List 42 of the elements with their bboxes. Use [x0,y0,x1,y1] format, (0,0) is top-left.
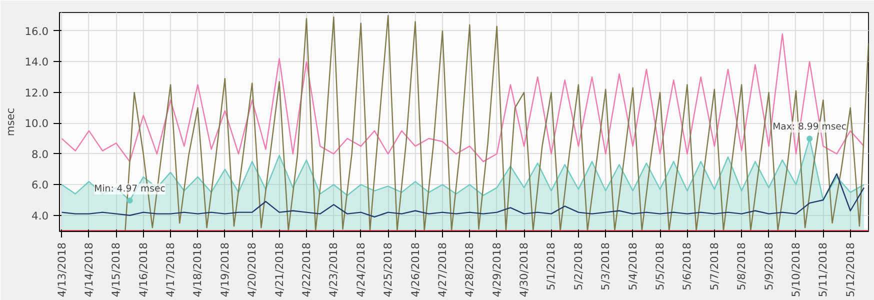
x-tick-label: 4/24/2018 [354,242,368,298]
x-tick-label: 4/30/2018 [518,242,531,298]
x-tick-label: 5/12/2018 [844,242,857,298]
x-tick-label: 4/19/2018 [218,242,232,298]
x-tick-label: 4/23/2018 [327,242,340,298]
x-tick-label: 4/28/2018 [463,242,476,298]
x-tick-label: 5/3/2018 [599,242,612,290]
y-axis-title: msec [4,108,17,136]
x-tick-label: 4/22/2018 [300,242,314,298]
x-tick-label: 5/2/2018 [572,242,585,290]
y-tick-label: 12.0 [24,86,49,100]
x-tick-label: 5/11/2018 [816,242,830,298]
line-series [61,33,865,162]
x-tick-label: 5/8/2018 [735,242,748,290]
line-series [61,173,865,218]
x-tick-label: 4/18/2018 [191,242,204,298]
y-tick-label: 16.0 [24,24,49,38]
annotation: Min: 4.97 msec [94,183,166,194]
y-tick-label: 4.0 [32,209,49,222]
x-tick-label: 4/27/2018 [436,242,449,298]
x-tick-label: 5/10/2018 [789,242,802,298]
x-tick-label: 5/1/2018 [544,242,558,290]
x-tick-label: 4/14/2018 [82,242,96,298]
x-tick-label: 5/7/2018 [708,242,721,290]
x-tick-label: 4/29/2018 [490,242,504,298]
annotation: Max: 8.99 msec [772,122,847,133]
x-tick-label: 4/26/2018 [408,242,422,298]
x-tick-label: 5/5/2018 [654,242,667,290]
x-tick-label: 5/6/2018 [680,242,694,290]
x-tick-label: 4/25/2018 [382,242,395,298]
x-tick-label: 4/16/2018 [136,242,150,298]
y-tick-label: 14.0 [24,56,49,69]
x-tick-label: 4/21/2018 [272,242,286,298]
x-tick-label: 4/17/2018 [164,242,178,298]
y-tick-label: 8.0 [32,148,49,161]
y-tick-label: 10.0 [24,117,49,130]
x-tick-label: 4/20/2018 [246,242,259,298]
y-tick-label: 6.0 [32,178,49,192]
x-tick-label: 5/4/2018 [626,242,640,290]
x-tick-label: 4/13/2018 [55,242,68,298]
x-tick-label: 4/15/2018 [110,242,123,298]
x-tick-label: 5/9/2018 [762,242,776,290]
